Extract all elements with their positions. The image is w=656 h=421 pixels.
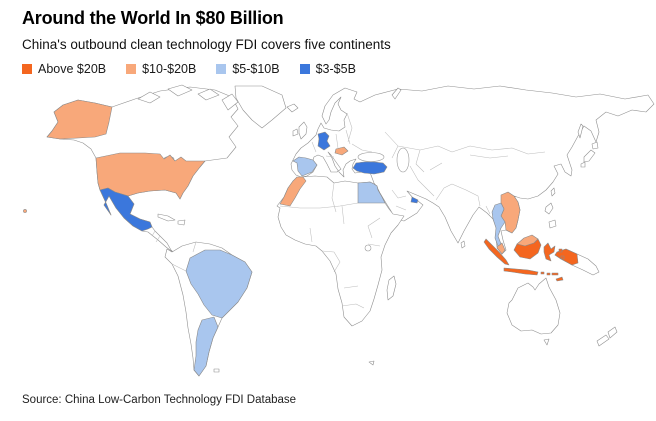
- chart-title: Around the World In $80 Billion: [22, 8, 284, 28]
- island-sakhalin: [577, 123, 584, 139]
- country-egypt: [357, 181, 386, 204]
- island-sri-lanka: [460, 240, 466, 249]
- country-brazil: [185, 249, 253, 319]
- country-argentina: [193, 316, 219, 377]
- country-germany: [317, 131, 331, 151]
- country-hungary: [334, 146, 349, 156]
- islands-japan: [580, 141, 599, 168]
- country-indonesia-lesser-sunda: [540, 248, 565, 282]
- lake-victoria: [364, 244, 372, 252]
- islands-philippines: [544, 202, 557, 229]
- country-spain: [292, 156, 318, 177]
- country-malaysia-peninsular: [496, 242, 506, 255]
- caspian-sea: [396, 147, 410, 173]
- legend-swatch-above-20b: [22, 64, 32, 74]
- continent-australia: [506, 277, 561, 335]
- chart-subtitle: China's outbound clean technology FDI co…: [22, 37, 391, 52]
- country-indonesia-kalimantan: [513, 238, 542, 260]
- legend-label-above-20b: Above $20B: [38, 62, 107, 76]
- islands-falkland: [213, 368, 220, 373]
- island-kerguelen: [368, 360, 375, 366]
- legend-item-above-20b: Above $20B: [22, 62, 106, 76]
- legend-item-3-5b: $3-$5B: [299, 62, 356, 76]
- internal-borders: [151, 112, 546, 309]
- legend-item-10-20b: $10-$20B: [126, 62, 196, 76]
- country-turkey: [352, 161, 388, 175]
- legend-label-5-10b: $5-$10B: [232, 62, 280, 76]
- source-note: Source: China Low-Carbon Technology FDI …: [22, 394, 297, 406]
- arctic-islands: [137, 84, 239, 111]
- country-morocco: [279, 176, 307, 207]
- island-tasmania: [543, 338, 550, 346]
- country-united-states-hawaii: [23, 209, 27, 213]
- country-thailand: [491, 202, 506, 247]
- island-madagascar: [386, 275, 397, 301]
- map-landmasses: [46, 84, 655, 377]
- country-indonesia-west-papua: [554, 248, 579, 266]
- legend: Above $20B $10-$20B $5-$10B $3-$5B: [22, 62, 356, 76]
- islands-britain-ireland: [292, 121, 308, 140]
- legend-swatch-10-20b: [126, 64, 137, 74]
- country-mexico: [99, 187, 153, 232]
- island-iceland: [286, 103, 299, 113]
- country-united-states-alaska: [46, 99, 113, 140]
- country-indonesia-sulawesi: [543, 242, 556, 262]
- country-uae: [410, 196, 419, 204]
- legend-swatch-5-10b: [216, 64, 227, 74]
- island-novaya-zemlya: [391, 87, 402, 100]
- islands-new-zealand: [596, 326, 618, 347]
- island-taiwan: [550, 187, 556, 197]
- legend-label-3-5b: $3-$5B: [315, 62, 356, 76]
- country-indonesia-java: [503, 267, 539, 276]
- legend-swatch-3-5b: [299, 64, 310, 74]
- island-greenland: [234, 85, 287, 129]
- islands-caribbean: [157, 213, 186, 226]
- black-sea: [357, 152, 385, 162]
- map-colored-countries: [23, 99, 579, 377]
- legend-item-5-10b: $5-$10B: [216, 62, 280, 76]
- country-indonesia-sumatra: [483, 238, 510, 266]
- legend-label-10-20b: $10-$20B: [142, 62, 197, 76]
